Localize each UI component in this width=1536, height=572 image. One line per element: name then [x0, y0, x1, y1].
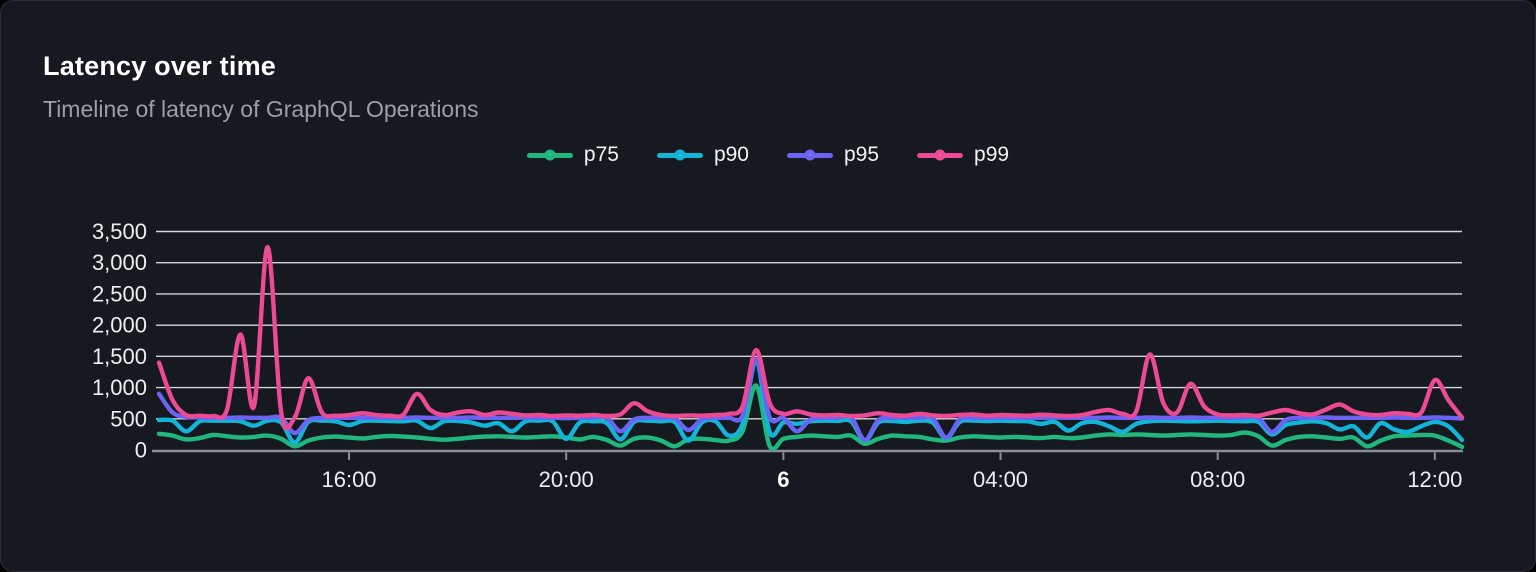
- p95-series-icon: [787, 143, 833, 167]
- legend-label: p75: [583, 143, 619, 166]
- x-axis-tick-label: 16:00: [321, 467, 376, 492]
- y-axis-tick-label: 1,000: [92, 375, 147, 400]
- page-title: Latency over time: [43, 51, 276, 81]
- x-axis-tick-label: 6: [777, 467, 789, 492]
- y-axis-tick-label: 1,500: [92, 344, 147, 369]
- legend-label: p99: [974, 143, 1010, 166]
- p75-series-icon: [526, 143, 573, 167]
- x-axis: 16:00 20:00 6 04:00 08:00 12:00: [152, 449, 1463, 492]
- series-line-p75: [156, 383, 1465, 452]
- x-axis-tick-label: 04:00: [973, 467, 1028, 492]
- y-axis-tick-label: 3,000: [92, 250, 147, 275]
- x-axis-tick-label: 20:00: [539, 467, 594, 492]
- p99-series-icon: [917, 143, 964, 167]
- x-axis-tick-label: 08:00: [1190, 467, 1245, 492]
- y-axis-tick-label: 2,500: [92, 281, 147, 306]
- page-subtitle: Timeline of latency of GraphQL Operation…: [43, 96, 479, 122]
- series-line-p99: [156, 244, 1465, 431]
- legend-item-p90[interactable]: p90: [656, 143, 749, 167]
- y-axis-tick-label: 500: [110, 406, 147, 431]
- chart-legend: p75 p90 p95 p99: [1, 139, 1535, 171]
- y-axis-tick-label: 2,000: [92, 313, 147, 338]
- legend-item-p75[interactable]: p75: [526, 143, 619, 167]
- legend-item-p95[interactable]: p95: [787, 143, 879, 167]
- gridlines: 0 500 1,000 1,500 2,000 2,500 3,000 3,500: [92, 219, 1462, 463]
- legend-label: p95: [844, 143, 880, 166]
- p90-series-icon: [656, 143, 703, 167]
- series-line-p95: [156, 357, 1465, 443]
- legend-label: p90: [713, 143, 749, 166]
- y-axis-tick-label: 0: [135, 438, 147, 463]
- x-axis-tick-label: 12:00: [1407, 467, 1462, 492]
- y-axis-tick-label: 3,500: [92, 219, 147, 244]
- legend-item-p99[interactable]: p99: [917, 143, 1009, 167]
